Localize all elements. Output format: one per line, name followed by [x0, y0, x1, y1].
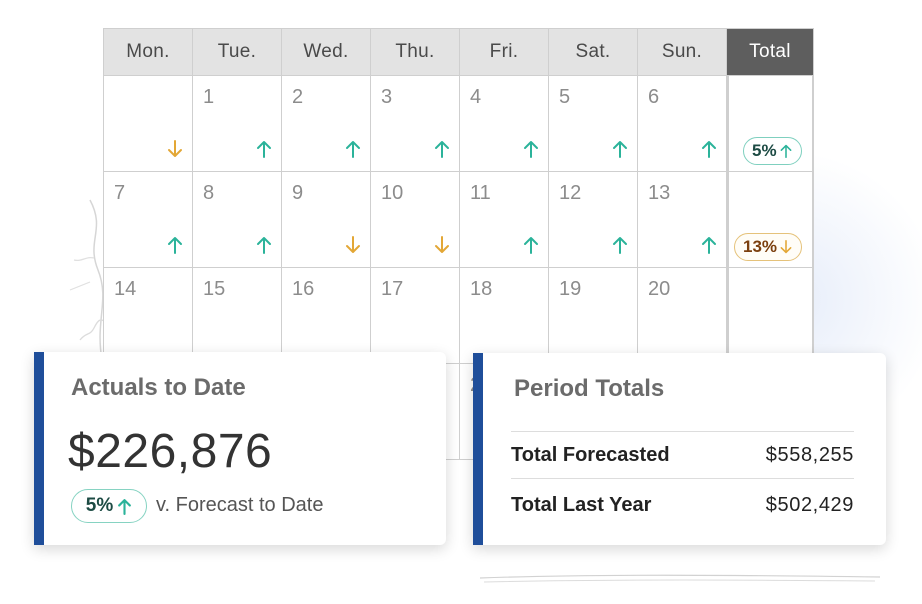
calendar-day-cell[interactable]: 20: [638, 268, 727, 364]
calendar-day-cell[interactable]: 7: [104, 172, 193, 268]
day-number: 8: [203, 182, 215, 204]
day-number: 17: [381, 278, 404, 300]
day-number: 20: [648, 278, 671, 300]
calendar-day-cell[interactable]: 3: [371, 76, 460, 172]
week-total-value: 13%: [743, 237, 778, 256]
arrow-up-icon: [435, 141, 449, 158]
arrow-up-icon: [613, 141, 627, 158]
week-total-cell: 13%: [727, 172, 814, 268]
day-number: 16: [292, 278, 315, 300]
arrow-down-icon: [168, 140, 182, 157]
day-number: 4: [470, 86, 482, 108]
calendar-day-cell[interactable]: 10: [371, 172, 460, 268]
header-day: Fri.: [460, 29, 549, 76]
arrow-up-icon: [346, 141, 360, 158]
total-last-year-row: Total Last Year $502,429: [511, 482, 854, 528]
header-day: Sun.: [638, 29, 727, 76]
calendar-day-cell[interactable]: 8: [193, 172, 282, 268]
day-number: 2: [292, 86, 304, 108]
arrow-down-icon: [435, 236, 449, 253]
calendar-day-cell[interactable]: 17: [371, 268, 460, 364]
period-title: Period Totals: [514, 375, 665, 402]
actuals-title: Actuals to Date: [71, 374, 246, 401]
day-number: 11: [470, 182, 491, 204]
calendar-day-cell[interactable]: 18: [460, 268, 549, 364]
total-last-year-label: Total Last Year: [511, 493, 652, 516]
day-number: 7: [114, 182, 126, 204]
arrow-up-icon: [780, 144, 792, 158]
week-total-badge: 5%: [743, 137, 802, 165]
actuals-amount: $226,876: [68, 425, 273, 478]
day-number: 9: [292, 182, 304, 204]
day-number: 3: [381, 86, 393, 108]
calendar-day-cell[interactable]: 13: [638, 172, 727, 268]
calendar-day-cell[interactable]: 5: [549, 76, 638, 172]
calendar-day-cell[interactable]: 14: [104, 268, 193, 364]
sketch-underline: [479, 574, 881, 583]
actuals-comparison: v. Forecast to Date: [156, 494, 324, 516]
arrow-up-icon: [613, 237, 627, 254]
arrow-up-icon: [702, 237, 716, 254]
total-forecasted-row: Total Forecasted $558,255: [511, 431, 854, 479]
arrow-up-icon: [702, 141, 716, 158]
actuals-card: Actuals to Date $226,876 5% v. Forecast …: [34, 352, 446, 545]
week-total-badge: 13%: [734, 233, 803, 261]
calendar-grid: Mon. Tue. Wed. Thu. Fri. Sat. Sun. Total 1 2 3 4 5 6 5…: [103, 28, 814, 460]
actuals-change-value: 5%: [85, 495, 114, 516]
day-number: 12: [559, 182, 582, 204]
calendar-day-cell[interactable]: 9: [282, 172, 371, 268]
arrow-up-icon: [257, 237, 271, 254]
day-number: 6: [648, 86, 660, 108]
day-number: 15: [203, 278, 226, 300]
header-total: Total: [727, 29, 814, 76]
calendar-day-cell[interactable]: 19: [549, 268, 638, 364]
arrow-up-icon: [118, 498, 132, 515]
total-forecasted-label: Total Forecasted: [511, 443, 670, 466]
total-last-year-value: $502,429: [765, 493, 854, 516]
period-totals-card: Period Totals Total Forecasted $558,255 …: [473, 353, 886, 545]
day-number: 10: [381, 182, 404, 204]
day-number: 19: [559, 278, 582, 300]
calendar-day-cell[interactable]: 11: [460, 172, 549, 268]
calendar-day-cell[interactable]: 16: [282, 268, 371, 364]
day-number: 1: [203, 86, 215, 108]
header-day: Tue.: [193, 29, 282, 76]
calendar-day-cell[interactable]: 6: [638, 76, 727, 172]
arrow-up-icon: [257, 141, 271, 158]
calendar-day-cell[interactable]: 12: [549, 172, 638, 268]
day-number: 5: [559, 86, 571, 108]
arrow-down-icon: [780, 240, 792, 254]
arrow-up-icon: [168, 237, 182, 254]
header-day: Wed.: [282, 29, 371, 76]
header-day: Sat.: [549, 29, 638, 76]
header-day: Mon.: [104, 29, 193, 76]
arrow-up-icon: [524, 237, 538, 254]
actuals-change-badge: 5%: [71, 489, 147, 523]
calendar-day-cell[interactable]: 15: [193, 268, 282, 364]
arrow-down-icon: [346, 236, 360, 253]
week-total-value: 5%: [752, 141, 777, 160]
calendar-day-cell[interactable]: [104, 76, 193, 172]
week-total-cell: [727, 268, 814, 364]
header-day: Thu.: [371, 29, 460, 76]
day-number: 18: [470, 278, 493, 300]
day-number: 13: [648, 182, 671, 204]
calendar-day-cell[interactable]: 4: [460, 76, 549, 172]
calendar-day-cell[interactable]: 2: [282, 76, 371, 172]
day-number: 14: [114, 278, 137, 300]
calendar-day-cell[interactable]: 1: [193, 76, 282, 172]
week-total-cell: 5%: [727, 76, 814, 172]
total-forecasted-value: $558,255: [765, 443, 854, 466]
arrow-up-icon: [524, 141, 538, 158]
